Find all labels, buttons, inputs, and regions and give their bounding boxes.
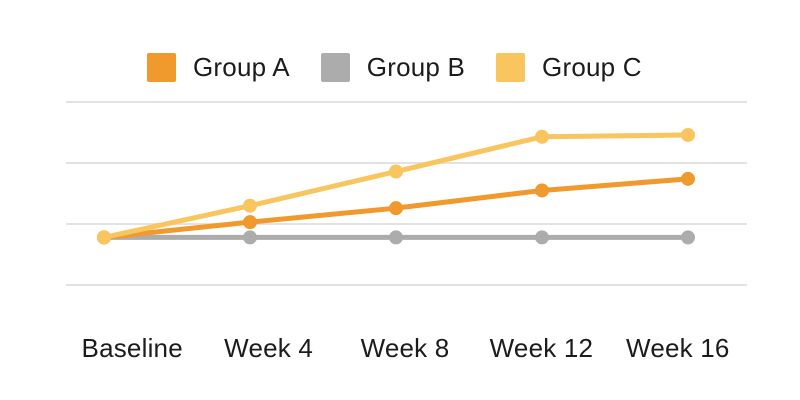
legend-item-group-a: Group A bbox=[147, 52, 290, 83]
legend-item-group-c: Group C bbox=[496, 52, 642, 83]
data-point-group-a bbox=[243, 215, 257, 230]
data-point-group-c bbox=[97, 230, 111, 245]
legend-label: Group C bbox=[542, 52, 642, 82]
x-axis-label: Week 12 bbox=[489, 333, 594, 363]
x-axis-label: Week 16 bbox=[626, 333, 730, 363]
data-point-group-a bbox=[389, 201, 403, 216]
data-point-group-c bbox=[681, 127, 695, 142]
data-point-group-c bbox=[389, 164, 403, 179]
data-point-group-b bbox=[535, 230, 549, 245]
data-point-group-b bbox=[389, 230, 403, 245]
legend-swatch-icon bbox=[320, 53, 350, 82]
legend-swatch-icon bbox=[496, 53, 526, 82]
x-axis-label: Week 4 bbox=[224, 333, 314, 363]
legend-label: Group B bbox=[366, 52, 466, 82]
chart-legend: Group A Group B Group C bbox=[147, 52, 642, 83]
data-point-group-c bbox=[243, 198, 257, 213]
legend-swatch-icon bbox=[147, 53, 176, 82]
legend-item-group-b: Group B bbox=[320, 52, 466, 83]
x-axis-label: Week 8 bbox=[360, 333, 450, 363]
data-point-group-c bbox=[535, 129, 549, 144]
data-point-group-a bbox=[535, 183, 549, 198]
data-point-group-b bbox=[243, 230, 257, 245]
data-point-group-b bbox=[681, 230, 695, 245]
data-point-group-a bbox=[681, 171, 695, 186]
legend-label: Group A bbox=[193, 52, 290, 82]
x-axis-labels: Baseline Week 4 Week 8 Week 12 Week 16 bbox=[64, 333, 746, 364]
x-axis-label: Baseline bbox=[81, 333, 183, 363]
